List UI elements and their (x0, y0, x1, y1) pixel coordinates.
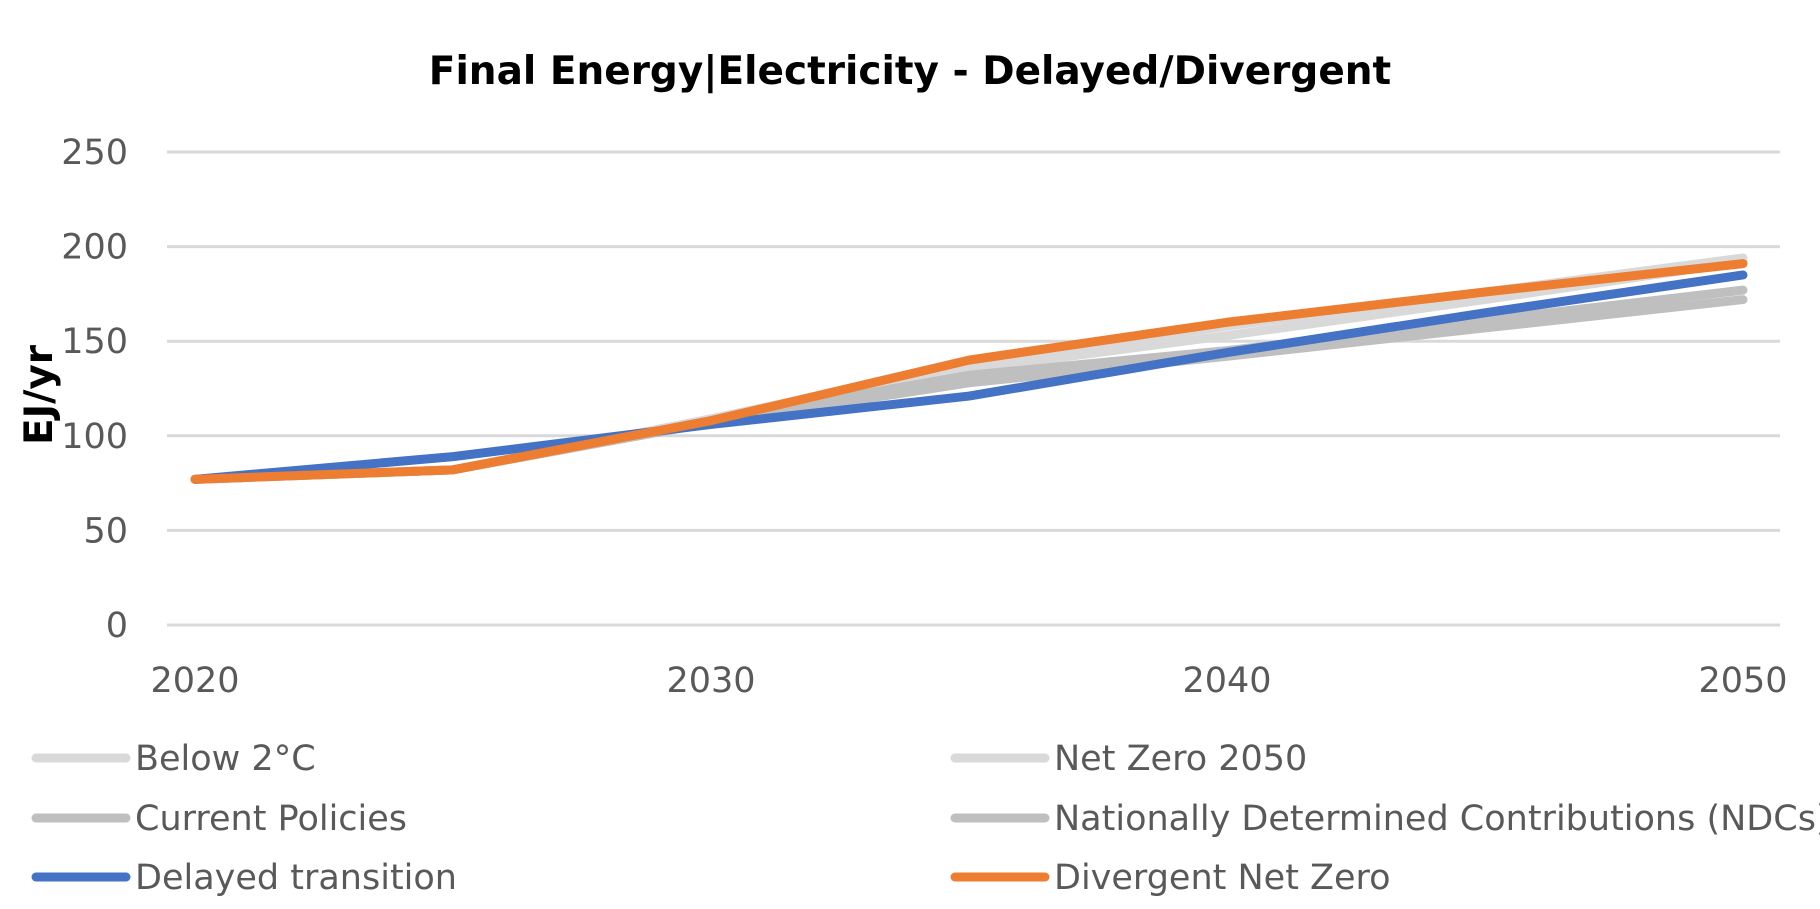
series-line-divergent-net-zero (190, 259, 1748, 484)
x-tick-labels: 2020 2030 2040 2050 (150, 661, 1787, 701)
series-line-delayed-transition (190, 270, 1748, 484)
chart-title: Final Energy|Electricity - Delayed/Diver… (429, 49, 1391, 94)
x-tick-2020: 2020 (150, 661, 239, 701)
y-tick-labels: 0 50 100 150 200 250 (61, 133, 128, 646)
y-tick-100: 100 (61, 417, 128, 457)
series-line-below-2-c (190, 257, 1748, 484)
y-tick-250: 250 (61, 133, 128, 173)
x-tick-2030: 2030 (666, 661, 755, 701)
series-line-current-policies (190, 295, 1748, 484)
x-tick-2050: 2050 (1698, 661, 1787, 701)
x-tick-2040: 2040 (1182, 661, 1271, 701)
plot-area (190, 253, 1748, 484)
legend: Below 2°C Net Zero 2050 Current Policies Na… (31, 739, 1820, 898)
y-tick-200: 200 (61, 228, 128, 268)
y-tick-50: 50 (83, 511, 128, 551)
legend-label-current-policies: Current Policies (135, 799, 407, 839)
y-tick-150: 150 (61, 322, 128, 362)
legend-label-divergent-net-zero: Divergent Net Zero (1054, 858, 1391, 898)
y-tick-0: 0 (106, 606, 128, 646)
legend-label-delayed-transition: Delayed transition (135, 858, 457, 898)
legend-label-net-zero-2050: Net Zero 2050 (1054, 739, 1307, 779)
gridlines (167, 150, 1780, 627)
legend-label-below-2-c: Below 2°C (135, 739, 316, 779)
y-axis-label: EJ/yr (17, 344, 62, 445)
legend-label-nationally-determined-contributions-ndcs: Nationally Determined Contributions (NDC… (1054, 799, 1820, 839)
